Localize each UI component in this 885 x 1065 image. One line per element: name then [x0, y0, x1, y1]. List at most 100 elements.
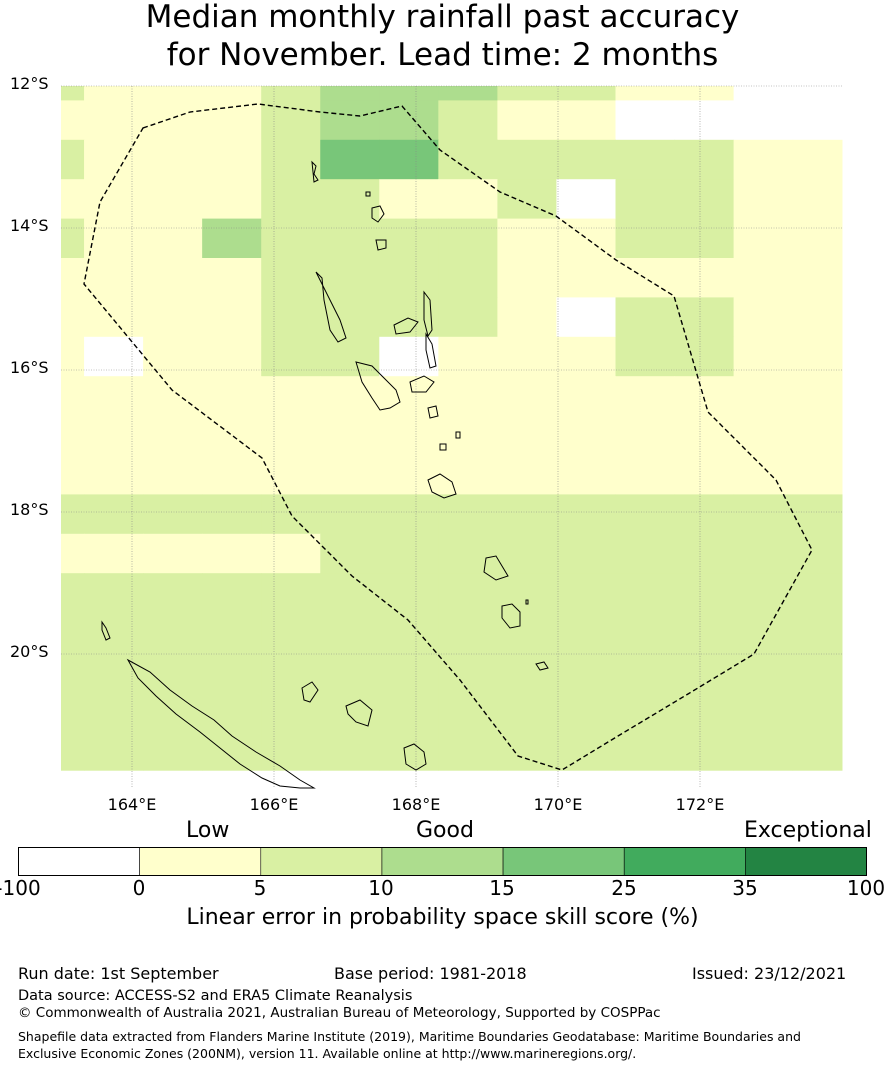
skill-cell: [61, 258, 85, 298]
skill-cell: [379, 533, 439, 574]
skill-cell: [733, 139, 794, 180]
skill-cell: [84, 652, 144, 692]
skill-cell: [84, 86, 144, 101]
skill-cell: [556, 336, 616, 377]
skill-cell: [143, 100, 203, 141]
map-gridlines: [61, 85, 842, 788]
colorbar-tick-15: 15: [489, 876, 515, 900]
skill-cell: [438, 376, 498, 417]
skill-cell: [615, 415, 676, 456]
skill-cell: [674, 258, 735, 298]
lat-label-14s: 14°S: [10, 216, 49, 235]
skill-cell: [320, 139, 380, 180]
skill-cell: [674, 533, 735, 574]
belep-islands: [101, 620, 111, 641]
skill-cell: [497, 691, 557, 732]
skill-cell: [674, 455, 735, 495]
skill-cell: [615, 179, 676, 220]
colorbar-cell: [139, 847, 262, 876]
skill-cell: [84, 218, 144, 259]
skill-cell: [556, 100, 616, 141]
skill-cell: [84, 258, 144, 298]
skill-cell: [733, 179, 794, 220]
skill-cell: [61, 139, 85, 180]
skill-cell: [792, 652, 843, 692]
skill-cell: [674, 652, 735, 692]
skill-cell: [733, 494, 794, 535]
skill-cell: [320, 652, 380, 692]
shapefile-credit: Shapefile data extracted from Flanders M…: [18, 1029, 801, 1061]
skill-cell: [792, 612, 843, 653]
skill-cell: [438, 218, 498, 259]
lat-label-16s: 16°S: [10, 358, 49, 377]
colorbar-tick-10: 10: [368, 876, 394, 900]
skill-cell: [556, 297, 616, 338]
eez-boundary: [83, 103, 813, 771]
colorbar-cell: [623, 847, 746, 876]
skill-cell: [202, 455, 262, 495]
skill-cell: [379, 494, 439, 535]
skill-cell: [438, 455, 498, 495]
skill-cell: [733, 691, 794, 732]
data-source: Data source: ACCESS-S2 and ERA5 Climate …: [18, 988, 413, 1004]
skill-cell: [261, 730, 321, 771]
skill-cell: [792, 533, 843, 574]
skill-cell: [438, 415, 498, 456]
skill-cell: [615, 573, 676, 614]
skill-cell: [261, 376, 321, 417]
lon-label-168e: 168°E: [391, 795, 441, 814]
lat-label-12s: 12°S: [10, 74, 49, 93]
skill-cell: [320, 86, 380, 101]
epi-island: [427, 405, 439, 419]
skill-cell: [615, 86, 676, 101]
skill-cell: [733, 573, 794, 614]
skill-cell: [438, 652, 498, 692]
small-island-2: [439, 443, 447, 451]
skill-cell: [733, 652, 794, 692]
skill-cell: [792, 494, 843, 535]
skill-cell: [61, 455, 85, 495]
skill-cell: [615, 376, 676, 417]
skill-cell: [733, 336, 794, 377]
colorbar-label: Linear error in probability space skill …: [186, 905, 699, 930]
skill-cell: [84, 336, 144, 377]
espiritu-santo-island: [315, 271, 347, 343]
skill-cell: [261, 336, 321, 377]
skill-cell: [261, 86, 321, 101]
skill-cell: [497, 730, 557, 771]
skill-cell: [320, 494, 380, 535]
skill-cell: [84, 455, 144, 495]
skill-cell: [556, 179, 616, 220]
colorbar-tick-25: 25: [611, 876, 637, 900]
colorbar-cell: [502, 847, 625, 876]
skill-cell: [674, 297, 735, 338]
skill-cell: [202, 336, 262, 377]
skill-cell: [202, 139, 262, 180]
colorbar: [18, 847, 867, 876]
lat-label-20s: 20°S: [10, 642, 49, 661]
skill-cell: [674, 100, 735, 141]
skill-cell: [497, 533, 557, 574]
skill-cell: [202, 652, 262, 692]
skill-cell: [84, 179, 144, 220]
skill-cell: [556, 652, 616, 692]
skill-cell: [438, 100, 498, 141]
skill-cell: [497, 218, 557, 259]
skill-cell: [84, 533, 144, 574]
skill-cell: [261, 691, 321, 732]
skill-cell: [792, 730, 843, 771]
skill-cell: [261, 573, 321, 614]
skill-cell: [320, 100, 380, 141]
skill-cell: [438, 336, 498, 377]
skill-cell: [61, 336, 85, 377]
skill-cell: [379, 415, 439, 456]
skill-cell: [792, 100, 843, 141]
skill-cell: [202, 691, 262, 732]
skill-cell: [143, 376, 203, 417]
skill-cell: [438, 533, 498, 574]
skill-cell: [320, 730, 380, 771]
skill-cell: [202, 573, 262, 614]
skill-map: [61, 85, 843, 789]
skill-cell: [202, 258, 262, 298]
skill-cell: [379, 652, 439, 692]
